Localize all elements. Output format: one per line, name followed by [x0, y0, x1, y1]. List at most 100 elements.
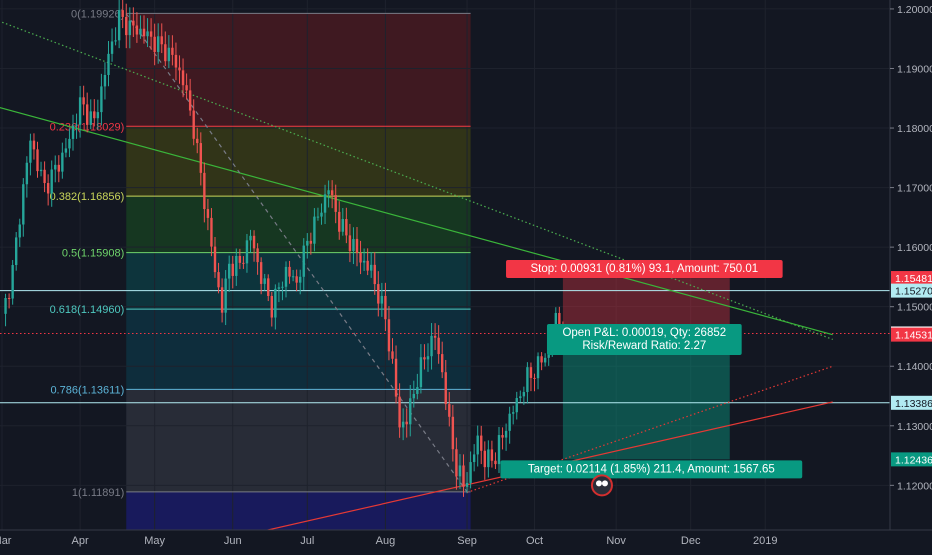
candle[interactable] — [228, 255, 231, 292]
candle[interactable] — [313, 208, 316, 252]
candle[interactable] — [7, 293, 11, 309]
candle[interactable] — [462, 454, 465, 497]
candle[interactable] — [444, 359, 447, 410]
candle[interactable] — [64, 138, 68, 158]
candle[interactable] — [249, 229, 252, 253]
candle[interactable] — [359, 240, 362, 275]
candle[interactable] — [160, 23, 163, 54]
candle[interactable] — [540, 352, 543, 371]
candle[interactable] — [11, 260, 14, 305]
candle[interactable] — [501, 427, 504, 450]
candle[interactable] — [451, 404, 455, 462]
candle[interactable] — [22, 178, 25, 237]
candle[interactable] — [107, 41, 110, 87]
candle[interactable] — [117, 0, 121, 49]
candle[interactable] — [515, 391, 518, 420]
candle[interactable] — [497, 426, 501, 473]
candle[interactable] — [455, 437, 458, 490]
candle[interactable] — [206, 198, 210, 231]
candle[interactable] — [224, 270, 227, 326]
candle[interactable] — [288, 260, 291, 284]
candle[interactable] — [238, 248, 242, 270]
candle[interactable] — [185, 73, 188, 100]
candle[interactable] — [401, 408, 405, 441]
trend-line[interactable] — [0, 20, 833, 340]
candle[interactable] — [235, 248, 238, 286]
candle[interactable] — [188, 78, 192, 116]
candle[interactable] — [330, 180, 334, 209]
candle[interactable] — [61, 142, 64, 179]
candle[interactable] — [210, 208, 213, 257]
candle[interactable] — [153, 23, 156, 66]
candle[interactable] — [89, 99, 92, 130]
candle[interactable] — [306, 233, 309, 259]
candle[interactable] — [334, 184, 337, 224]
candle[interactable] — [494, 452, 497, 470]
candle[interactable] — [409, 384, 412, 437]
candle[interactable] — [522, 386, 526, 405]
candle[interactable] — [465, 472, 469, 494]
candle[interactable] — [274, 284, 277, 330]
candle[interactable] — [284, 261, 288, 298]
stop-label[interactable]: Stop: 0.00931 (0.81%) 93.1, Amount: 750.… — [506, 260, 783, 279]
candle[interactable] — [472, 444, 476, 472]
candle[interactable] — [377, 271, 380, 317]
candle[interactable] — [405, 408, 408, 438]
candle[interactable] — [36, 141, 39, 178]
candle[interactable] — [93, 99, 96, 127]
candle[interactable] — [71, 114, 75, 151]
candle[interactable] — [448, 392, 451, 427]
candle[interactable] — [433, 323, 437, 351]
candle[interactable] — [75, 113, 78, 139]
candle[interactable] — [256, 243, 259, 275]
candle[interactable] — [362, 248, 366, 271]
candle[interactable] — [192, 99, 195, 146]
candle[interactable] — [430, 323, 433, 370]
candle[interactable] — [412, 380, 415, 408]
candle[interactable] — [309, 232, 313, 255]
candle[interactable] — [82, 85, 85, 116]
candle[interactable] — [338, 201, 341, 240]
candle[interactable] — [348, 223, 352, 263]
candle[interactable] — [323, 184, 327, 225]
candle[interactable] — [483, 441, 486, 480]
candle[interactable] — [259, 257, 263, 295]
candle[interactable] — [504, 423, 508, 451]
candle[interactable] — [536, 352, 540, 390]
target-label[interactable]: Target: 0.02114 (1.85%) 211.4, Amount: 1… — [500, 460, 803, 479]
candle[interactable] — [128, 7, 131, 49]
candle[interactable] — [167, 35, 171, 69]
candle[interactable] — [416, 373, 419, 400]
candle[interactable] — [164, 31, 167, 67]
candle[interactable] — [281, 281, 284, 301]
candle[interactable] — [526, 362, 529, 404]
candle[interactable] — [4, 293, 7, 327]
candle[interactable] — [157, 23, 160, 64]
candle[interactable] — [121, 0, 124, 29]
candle[interactable] — [135, 12, 139, 43]
candle[interactable] — [213, 237, 217, 278]
candle[interactable] — [29, 133, 32, 176]
candle[interactable] — [220, 278, 224, 323]
candle[interactable] — [320, 203, 323, 225]
candle[interactable] — [291, 269, 295, 282]
candle[interactable] — [50, 160, 53, 207]
candle[interactable] — [302, 238, 305, 291]
candle[interactable] — [543, 353, 547, 367]
candle[interactable] — [68, 128, 71, 158]
candle[interactable] — [32, 133, 36, 160]
candle[interactable] — [178, 55, 181, 84]
candle[interactable] — [139, 15, 142, 39]
candle[interactable] — [18, 218, 21, 247]
candle[interactable] — [508, 406, 511, 444]
candle[interactable] — [100, 73, 103, 126]
candle[interactable] — [252, 230, 256, 262]
candle[interactable] — [263, 273, 266, 291]
candle[interactable] — [142, 15, 146, 44]
candle[interactable] — [469, 451, 472, 489]
candle[interactable] — [316, 207, 320, 221]
candle[interactable] — [57, 155, 60, 183]
candle[interactable] — [96, 99, 100, 130]
